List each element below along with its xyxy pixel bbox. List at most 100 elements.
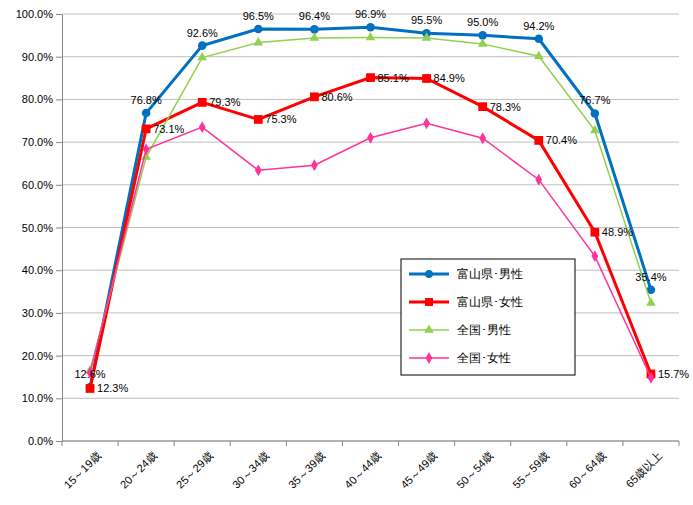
data-label: 48.9% [602,226,633,238]
tick-mark [56,14,62,15]
tick: 20.0% [22,350,62,362]
marker [648,372,655,384]
marker [534,136,543,145]
marker [198,98,207,107]
marker [86,384,95,393]
data-label: 35.4% [635,271,666,283]
tick-mark [566,441,567,446]
marker [478,38,488,46]
tick-mark [56,441,62,442]
tick-mark [62,441,63,446]
legend-marker [426,352,433,364]
tick-label: 70.0% [22,136,53,148]
grid-line [62,312,679,313]
legend-label: 全国･男性 [457,323,511,337]
grid-line [62,270,679,271]
tick-label: 65歳以上 [623,449,663,489]
marker [591,109,600,118]
grid-line [62,441,679,442]
marker [198,41,207,50]
tick-mark [56,398,62,399]
tick: 100.0% [16,8,62,20]
series-line [90,27,651,387]
legend-label: 全国･女性 [457,351,511,365]
marker [254,115,263,124]
marker [254,25,263,34]
legend-label: 富山県･女性 [457,295,523,309]
tick-label: 60.0% [22,179,53,191]
tick-label: 100.0% [16,8,54,20]
tick-label: 30.0% [22,307,53,319]
grid-line [62,227,679,228]
data-label: 75.3% [265,113,296,125]
data-label: 84.9% [434,72,465,84]
legend-box [401,259,575,375]
data-label: 78.3% [490,101,521,113]
marker [142,124,151,133]
marker [590,125,600,133]
tick: 50.0% [22,222,62,234]
tick-label: 40.0% [22,264,53,276]
series-line [90,123,651,377]
tick-mark [56,185,62,186]
tick-label: 60～64歳 [566,449,607,490]
data-label: 95.5% [411,14,442,26]
tick-label: 40～44歳 [342,449,383,490]
tick: 70.0% [22,136,62,148]
tick-label: 20～24歳 [118,449,159,490]
tick-label: 20.0% [22,350,53,362]
tick-mark [56,313,62,314]
tick: 30.0% [22,307,62,319]
marker [310,92,319,101]
tick: 40.0% [22,264,62,276]
marker [534,34,543,43]
data-label: 96.9% [355,8,386,20]
data-labels: 12.6%76.8%92.6%96.5%96.4%96.9%95.5%95.0%… [74,8,689,394]
marker [646,298,656,306]
data-label: 95.0% [467,16,498,28]
marker [591,250,598,262]
marker [422,74,431,83]
axis-line [62,441,679,442]
grid-line [62,398,679,399]
marker [142,109,151,118]
marker [423,117,430,129]
grid-line [62,184,679,185]
tick-mark [510,441,511,446]
tick-mark [56,228,62,229]
grid-line [62,355,679,356]
marker [479,132,486,144]
legend-marker [424,324,434,332]
tick-label: 15～19歳 [62,449,103,490]
tick-label: 50.0% [22,222,53,234]
tick: 10.0% [22,392,62,404]
tick: 60.0% [22,179,62,191]
tick-mark [679,441,680,446]
tick: 80.0% [22,93,62,105]
marker [255,164,262,176]
tick-mark [622,441,623,446]
data-label: 12.3% [97,382,128,394]
tick-label: 25～29歳 [174,449,215,490]
marker [590,228,599,237]
chart: 0.0% 10.0% 20.0% 30.0% 40.0% 50.0% 60.0% 70.0% 8… [0,0,693,505]
marker [366,32,376,40]
data-label: 96.4% [299,10,330,22]
tick-mark [454,441,455,446]
marker [366,23,375,32]
legend-label: 富山県･男性 [457,267,523,281]
marker [422,32,432,40]
data-label: 80.6% [321,91,352,103]
tick-mark [56,99,62,100]
tick-label: 10.0% [22,392,53,404]
tick-label: 45～49歳 [398,449,439,490]
tick: 0.0% [28,435,62,447]
data-label: 76.8% [131,94,162,106]
grid-line [62,56,679,57]
tick-mark [342,441,343,446]
data-label: 96.5% [243,10,274,22]
marker [367,132,374,144]
data-label: 15.7% [658,368,689,380]
data-label: 70.4% [546,134,577,146]
data-label: 76.7% [579,94,610,106]
